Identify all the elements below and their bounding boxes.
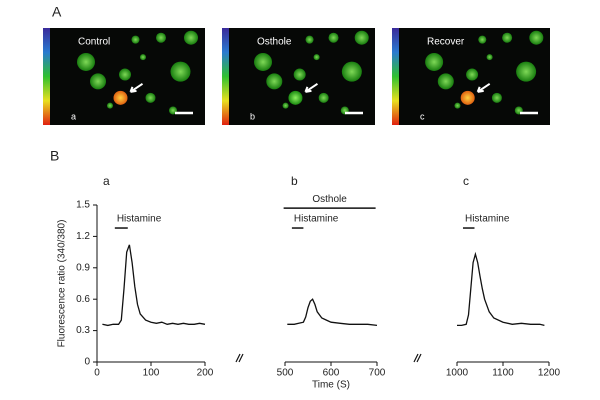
x-tick-label: 200 <box>197 368 214 379</box>
x-tick-label: 1000 <box>446 368 469 379</box>
subplot-label: b <box>291 174 298 188</box>
trace <box>102 244 206 327</box>
color-bar <box>222 28 229 125</box>
arrow <box>304 83 319 93</box>
cell <box>170 61 191 82</box>
y-tick-label: 0.3 <box>76 325 90 336</box>
cell <box>502 32 513 43</box>
axis-breaks <box>235 353 422 363</box>
cell <box>328 32 339 43</box>
y-tick-label: 0.6 <box>76 294 90 305</box>
cell <box>454 102 461 109</box>
cell <box>156 32 166 43</box>
arrow <box>129 83 144 93</box>
stimulus-label: Histamine <box>117 214 162 225</box>
color-bar <box>43 28 50 125</box>
stimulus-label: Histamine <box>465 214 510 225</box>
cell <box>288 90 303 105</box>
cell <box>486 54 493 61</box>
x-tick-label: 1100 <box>492 368 514 379</box>
cell <box>131 35 140 44</box>
cell <box>305 35 314 44</box>
subplot-label: a <box>103 174 110 188</box>
x-tick-label: 500 <box>277 368 294 379</box>
image-letter: b <box>250 111 255 121</box>
image-title: Control <box>78 37 110 48</box>
cell <box>77 52 95 71</box>
y-tick-label: 1.5 <box>76 200 90 211</box>
panel-label: B <box>50 148 59 164</box>
image-title: Osthole <box>257 37 292 48</box>
trace <box>457 251 545 327</box>
cell <box>341 61 362 82</box>
image-letter: c <box>420 111 425 121</box>
x-axis-label: Time (S) <box>312 380 350 391</box>
x-tick-label: 100 <box>143 368 160 379</box>
image-letter: a <box>71 111 76 121</box>
arrow <box>476 83 491 93</box>
color-bar <box>392 28 399 125</box>
subplot-label: c <box>463 174 469 188</box>
cell <box>266 73 283 90</box>
x-tick-label: 0 <box>94 368 100 379</box>
cell <box>313 54 320 61</box>
x-tick-label: 700 <box>369 368 386 379</box>
cell <box>140 54 146 61</box>
y-axis-label: Fluorescence ratio (340/380) <box>57 220 68 348</box>
cell <box>437 73 454 90</box>
stimulus-label: Osthole <box>312 194 347 205</box>
cell <box>529 30 544 45</box>
cell <box>318 92 329 103</box>
cell <box>466 68 479 81</box>
image-panels: Control a Osthole b Recover c <box>43 28 550 125</box>
x-tick-label: 600 <box>323 368 340 379</box>
cell <box>460 90 475 105</box>
cell <box>90 73 106 90</box>
trace <box>287 298 378 327</box>
image-title: Recover <box>427 37 465 48</box>
panel-label: A <box>52 4 62 20</box>
y-tick-label: 0.9 <box>76 262 90 273</box>
cell <box>107 102 113 109</box>
cell <box>282 102 289 109</box>
stimulus-label: Histamine <box>294 214 339 225</box>
cell <box>516 61 537 82</box>
cell <box>491 92 502 103</box>
cell <box>354 30 369 45</box>
cell <box>184 30 198 45</box>
cell <box>293 68 306 81</box>
x-tick-label: 1200 <box>538 368 561 379</box>
cell <box>478 35 487 44</box>
y-tick-label: 0 <box>84 357 90 368</box>
cell <box>425 52 444 71</box>
cell <box>119 68 131 81</box>
y-tick-label: 1.2 <box>76 231 90 242</box>
cell <box>254 52 273 71</box>
cell <box>113 90 128 105</box>
cell <box>145 92 156 103</box>
